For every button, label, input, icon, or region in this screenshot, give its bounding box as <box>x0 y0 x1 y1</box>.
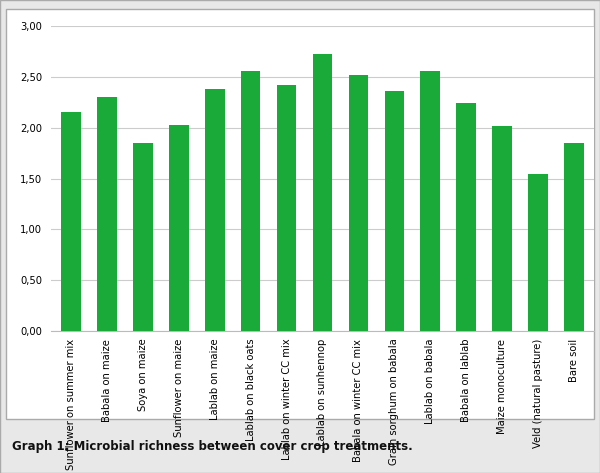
Bar <box>277 85 296 331</box>
Bar <box>565 143 584 331</box>
Bar <box>493 126 512 331</box>
Bar <box>97 97 116 331</box>
Bar <box>61 113 80 331</box>
Bar <box>421 71 440 331</box>
Bar <box>241 71 260 331</box>
Bar <box>457 103 476 331</box>
Bar <box>205 89 224 331</box>
Bar <box>529 175 548 331</box>
Text: Graph 1: Microbial richness between cover crop treatments.: Graph 1: Microbial richness between cove… <box>12 440 413 454</box>
Bar <box>313 54 332 331</box>
Bar <box>133 143 152 331</box>
Bar <box>349 75 368 331</box>
Bar <box>169 125 188 331</box>
Bar <box>385 91 404 331</box>
